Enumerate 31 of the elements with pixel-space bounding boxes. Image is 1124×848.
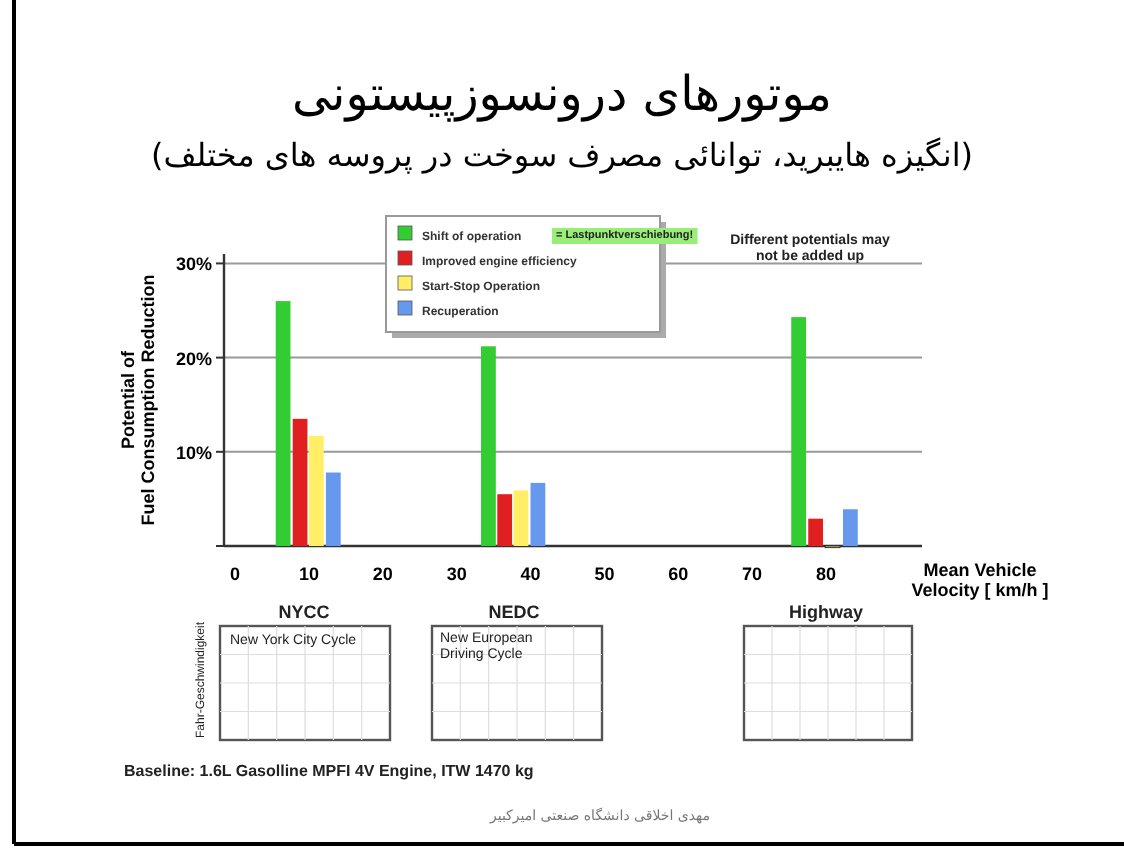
chart-subtitle: (انگیزه هایبرید، توانائی مصرف سوخت در پروسه های مختلف) — [150, 136, 974, 174]
bar — [275, 301, 291, 546]
y-tick-label: 30% — [175, 254, 212, 275]
bar — [791, 317, 807, 546]
y-tick-label: 20% — [175, 348, 212, 369]
bar — [842, 509, 858, 546]
x-tick-label: 60 — [668, 564, 689, 584]
x-tick-label: 40 — [520, 564, 541, 584]
x-tick-label: 10 — [298, 564, 319, 584]
x-tick-label: 50 — [594, 564, 615, 584]
bar — [481, 346, 496, 546]
text: Baseline: 1.6L Gasolline MPFI 4V Engine, ITW 1470 kg — [124, 762, 534, 780]
x-axis-title: Mean Vehicle Velocity [ km/h ] — [911, 559, 1049, 601]
chart-title: موتورهای درونسوزپیستونی — [292, 66, 832, 122]
text: NEDC — [488, 602, 541, 622]
text: Highway — [788, 602, 864, 622]
x-tick-label: 80 — [815, 564, 836, 584]
x-tick-label: 20 — [372, 564, 393, 584]
bar — [308, 435, 324, 546]
x-tick-label: 0 — [230, 564, 241, 584]
bar — [808, 518, 824, 546]
y-axis-title: Potential of Fuel Consumption Reduction — [117, 274, 159, 526]
bar — [513, 490, 529, 546]
x-tick-label: 30 — [446, 564, 467, 584]
bar — [530, 482, 546, 546]
bar — [292, 418, 308, 546]
bar — [497, 494, 513, 546]
x-tick-label: 70 — [742, 564, 763, 584]
y-tick-label: 10% — [175, 442, 212, 463]
text: NYCC — [278, 602, 331, 622]
bar — [325, 472, 341, 546]
